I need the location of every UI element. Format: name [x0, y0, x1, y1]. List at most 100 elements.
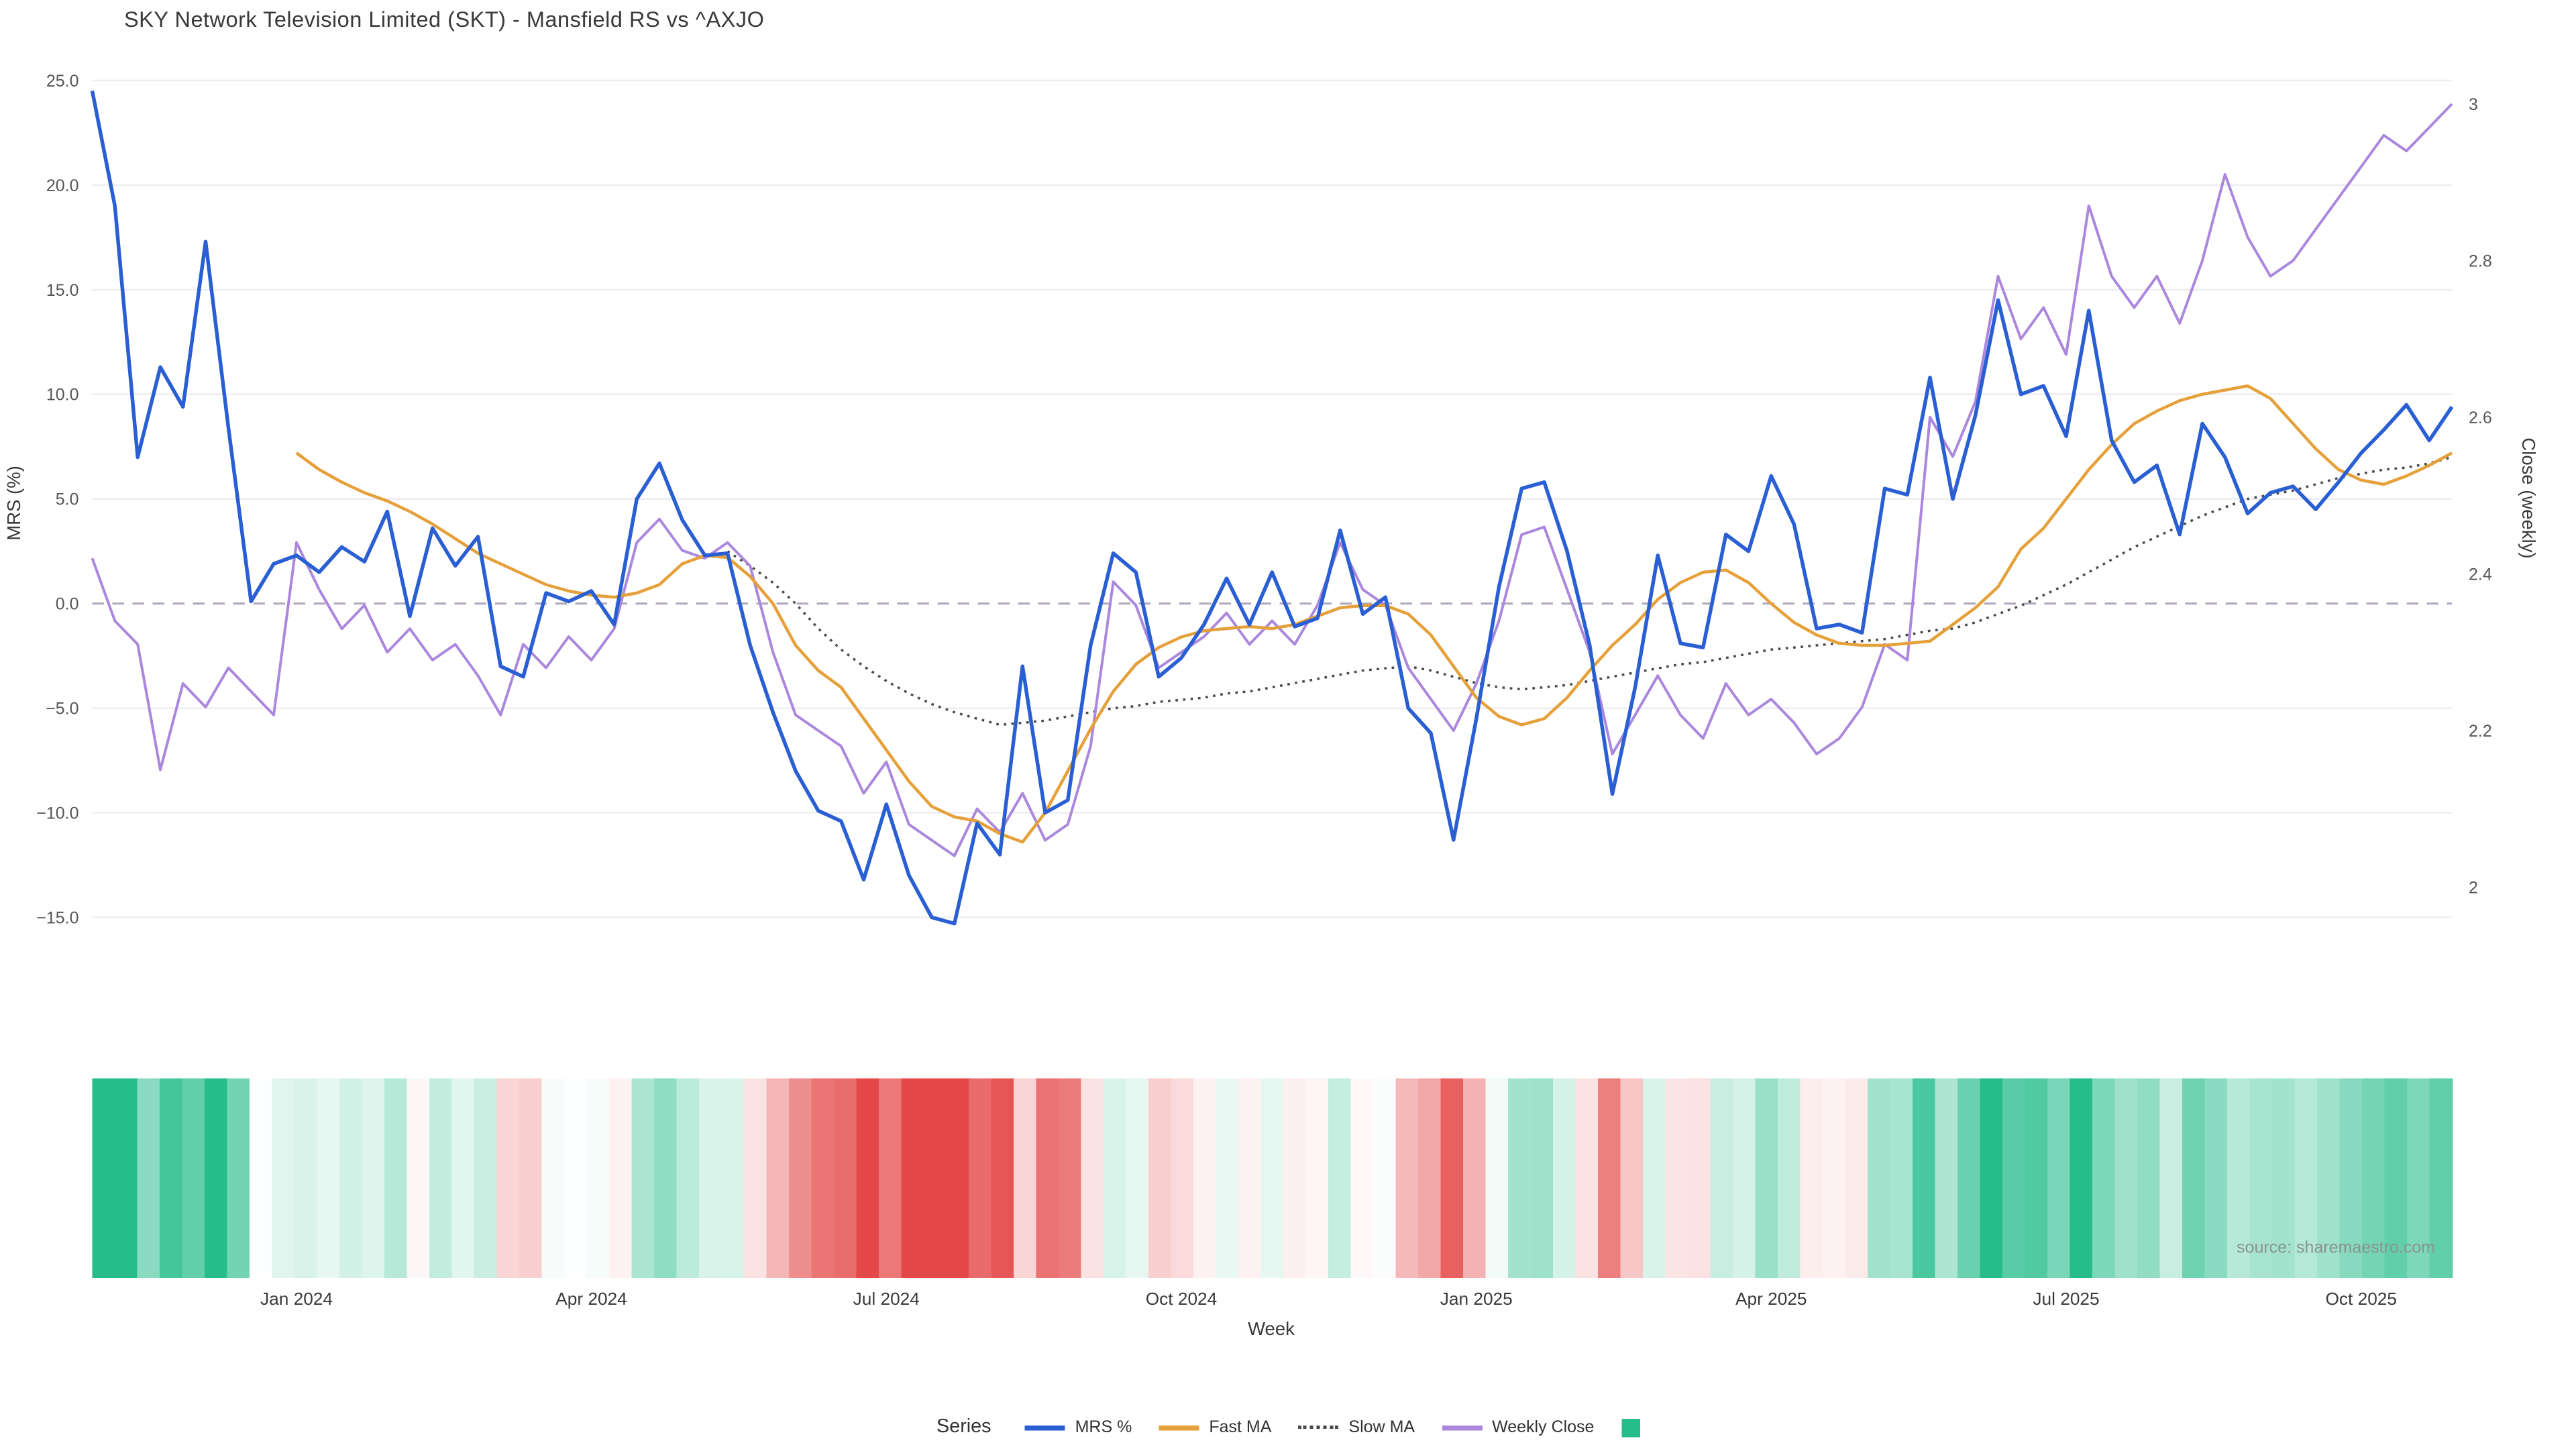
- x-axis-title: Week: [1248, 1318, 1295, 1339]
- heatmap-cell: [609, 1078, 633, 1278]
- heatmap-cell: [272, 1078, 296, 1278]
- heatmap-cell: [1418, 1078, 1442, 1278]
- mrs-line: [90, 90, 2454, 926]
- x-axis-tick-label: Jan 2024: [260, 1289, 333, 1309]
- heatmap-cell: [205, 1078, 228, 1278]
- heatmap-cell: [1665, 1078, 1689, 1278]
- heatmap-cell: [1935, 1078, 1959, 1278]
- heatmap-cell: [2384, 1078, 2408, 1278]
- heatmap-cell: [474, 1078, 498, 1278]
- left-axis-tick-label: −5.0: [46, 700, 78, 718]
- heatmap-cell: [744, 1078, 767, 1278]
- heatmap-cell: [1036, 1078, 1060, 1278]
- legend-item[interactable]: MRS %: [1024, 1417, 1132, 1437]
- heatmap-cell: [1463, 1078, 1487, 1278]
- legend-item[interactable]: [1621, 1417, 1640, 1437]
- heatmap-cell: [1238, 1078, 1262, 1278]
- heatmap-cell: [1014, 1078, 1037, 1278]
- heatmap-cell: [1305, 1078, 1330, 1278]
- heatmap-cell: [2317, 1078, 2341, 1278]
- left-axis-tick-label: 10.0: [46, 386, 79, 405]
- heatmap-cell: [1980, 1078, 2004, 1278]
- heatmap-cell: [1440, 1078, 1464, 1278]
- heatmap-cell: [1553, 1078, 1576, 1278]
- heatmap-cell: [1778, 1078, 1801, 1278]
- heatmap-cell: [1485, 1078, 1509, 1278]
- slow-ma-dotted-swatch: [1298, 1426, 1339, 1429]
- heatmap-cell: [676, 1078, 700, 1278]
- heatmap-cell: [991, 1078, 1015, 1278]
- heatmap-cell: [384, 1078, 408, 1278]
- heatmap-cell: [654, 1078, 678, 1278]
- heatmap-cell: [834, 1078, 857, 1278]
- legend-item[interactable]: Weekly Close: [1442, 1417, 1595, 1437]
- heatmap-cell: [451, 1078, 476, 1278]
- heatmap-cell: [1733, 1078, 1756, 1278]
- heatmap-cell: [2339, 1078, 2363, 1278]
- heatmap-cell: [1620, 1078, 1644, 1278]
- heatmap-cell: [250, 1078, 273, 1278]
- x-axis-tick-label: Apr 2025: [1735, 1289, 1807, 1309]
- heatmap-cell: [1530, 1078, 1554, 1278]
- right-axis-title: Close (weekly): [2518, 437, 2539, 558]
- heatmap-cell: [969, 1078, 992, 1278]
- heatmap-cell: [1059, 1078, 1082, 1278]
- heatmap-cell: [2182, 1078, 2206, 1278]
- right-axis-tick-label: 2.6: [2469, 409, 2492, 427]
- heatmap-cell: [789, 1078, 812, 1278]
- left-axis-tick-label: −15.0: [36, 908, 78, 927]
- heatmap-cell: [115, 1078, 138, 1278]
- heatmap-cell: [2362, 1078, 2385, 1278]
- x-axis-tick-label: Jul 2025: [2033, 1289, 2099, 1309]
- heatmap-cell: [407, 1078, 431, 1278]
- heatmap-cell: [2272, 1078, 2296, 1278]
- heatmap-cell: [362, 1078, 386, 1278]
- source-note: source: sharemaestro.com: [2237, 1238, 2435, 1257]
- heatmap-cell: [2249, 1078, 2273, 1278]
- heatmap-cell: [1957, 1078, 1981, 1278]
- heatmap-cell: [1373, 1078, 1397, 1278]
- legend-item[interactable]: Fast MA: [1159, 1417, 1272, 1437]
- legend-item-label: Fast MA: [1209, 1417, 1272, 1437]
- heatmap-square-swatch: [1621, 1417, 1640, 1437]
- legend-item-label: Weekly Close: [1492, 1417, 1595, 1437]
- x-axis-tick-label: Jan 2025: [1440, 1289, 1513, 1309]
- left-axis-tick-label: 0.0: [56, 595, 79, 614]
- heatmap-cell: [496, 1078, 521, 1278]
- heatmap-cell: [2070, 1078, 2094, 1278]
- legend-item-label: MRS %: [1075, 1417, 1132, 1437]
- heatmap-cell: [1913, 1078, 1936, 1278]
- weekly-close-line-swatch: [1442, 1424, 1483, 1430]
- heatmap-cell: [1104, 1078, 1127, 1278]
- heatmap-cell: [586, 1078, 610, 1278]
- heatmap-cell: [294, 1078, 318, 1278]
- heatmap-cell: [2114, 1078, 2139, 1278]
- heatmap-cell: [901, 1078, 925, 1278]
- legend-item[interactable]: Slow MA: [1298, 1418, 1415, 1436]
- heatmap-cell: [879, 1078, 902, 1278]
- heatmap-cell: [1598, 1078, 1621, 1278]
- legend-title: Series: [936, 1417, 991, 1438]
- right-axis-tick-label: 2.2: [2469, 722, 2492, 741]
- heatmap-cell: [946, 1078, 970, 1278]
- heatmap-cell: [1081, 1078, 1105, 1278]
- heatmap-cell: [1868, 1078, 1891, 1278]
- legend-items: MRS % Fast MA Slow MA Weekly Close: [1024, 1417, 1640, 1437]
- heatmap-cell: [1148, 1078, 1172, 1278]
- heatmap-cell: [339, 1078, 363, 1278]
- heatmap-cell: [1710, 1078, 1734, 1278]
- left-axis-title: MRS (%): [3, 466, 24, 541]
- heatmap-cell: [2025, 1078, 2049, 1278]
- heatmap-cell: [1260, 1078, 1285, 1278]
- x-axis-tick-label: Oct 2025: [2325, 1289, 2397, 1309]
- heatmap-cell: [137, 1078, 161, 1278]
- left-axis-tick-label: 15.0: [46, 281, 79, 300]
- heatmap-cell: [2407, 1078, 2430, 1278]
- heatmap-cell: [1328, 1078, 1352, 1278]
- heatmap-cell: [699, 1078, 722, 1278]
- chart-generated-layer: 25.0 20.0 15.0 10.0 5.0 0.0 −5.0 −10.0 −15.0 3 2.8…: [36, 72, 2492, 1309]
- heatmap-cell: [160, 1078, 183, 1278]
- heatmap-cell: [2429, 1078, 2453, 1278]
- heatmap-cell: [2137, 1078, 2161, 1278]
